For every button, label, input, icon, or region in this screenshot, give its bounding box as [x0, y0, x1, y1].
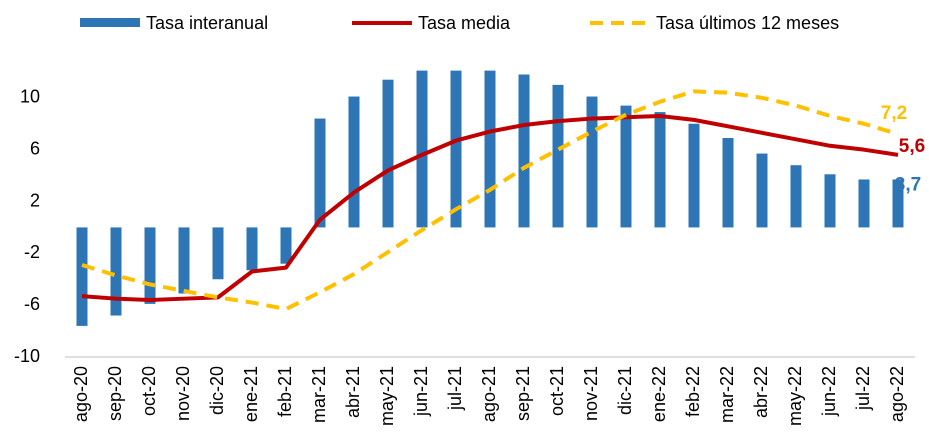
legend-label: Tasa últimos 12 meses — [656, 13, 839, 33]
x-tick-label: mar-21 — [309, 366, 329, 423]
x-tick-label: dic-20 — [207, 366, 227, 415]
bar — [450, 70, 462, 228]
bar — [280, 227, 292, 264]
line — [81, 113, 899, 302]
x-tick-label: oct-20 — [139, 366, 159, 416]
x-tick-label: may-21 — [377, 366, 397, 426]
x-tick-label: feb-21 — [275, 366, 295, 417]
y-tick-label: 10 — [20, 87, 40, 107]
bar — [348, 96, 360, 228]
x-tick-label: abr-22 — [751, 366, 771, 418]
x-tick-label: nov-20 — [173, 366, 193, 421]
x-tick-label: jun-22 — [819, 366, 839, 417]
x-tick-label: abr-21 — [343, 366, 363, 418]
legend-label: Tasa media — [418, 13, 511, 33]
x-tick-label: ago-22 — [887, 366, 907, 422]
x-tick-label: sep-20 — [105, 366, 125, 421]
y-tick-label: -6 — [24, 294, 40, 314]
x-tick-label: mar-22 — [717, 366, 737, 423]
x-tick-label: nov-21 — [581, 366, 601, 421]
bar — [722, 138, 734, 228]
x-tick-label: jul-22 — [853, 366, 873, 411]
bar — [212, 227, 224, 280]
bar — [620, 105, 632, 228]
bar — [110, 227, 122, 316]
x-tick-label: feb-22 — [683, 366, 703, 417]
bar — [518, 74, 530, 228]
bar — [790, 165, 802, 228]
bar — [552, 84, 564, 228]
value-label: 5,6 — [899, 136, 925, 157]
bar — [178, 227, 190, 294]
bar — [756, 153, 768, 228]
x-tick-label: jul-21 — [445, 366, 465, 411]
value-label: 7,2 — [881, 103, 907, 124]
value-label: 3,7 — [895, 174, 921, 195]
bar — [484, 70, 496, 228]
bar — [416, 70, 428, 228]
x-tick-label: dic-21 — [615, 366, 635, 415]
legend-swatch — [80, 18, 140, 27]
x-tick-label: ago-21 — [479, 366, 499, 422]
x-tick-label: ene-22 — [649, 366, 669, 422]
bar — [688, 123, 700, 228]
bar — [892, 179, 904, 228]
bar — [382, 79, 394, 228]
x-tick-label: oct-21 — [547, 366, 567, 416]
y-tick-label: 6 — [30, 138, 40, 158]
bar — [76, 227, 88, 326]
bar — [314, 118, 326, 228]
x-tick-label: may-22 — [785, 366, 805, 426]
x-tick-label: ago-20 — [71, 366, 91, 422]
x-tick-label: jun-21 — [411, 366, 431, 417]
legend-label: Tasa interanual — [146, 13, 268, 33]
x-tick-label: ene-21 — [241, 366, 261, 422]
x-tick-label: sep-21 — [513, 366, 533, 421]
bar — [858, 179, 870, 228]
bar — [144, 227, 156, 304]
dashed-line — [81, 89, 899, 312]
bar — [824, 174, 836, 228]
bar — [246, 227, 258, 271]
y-tick-label: -10 — [14, 346, 40, 366]
bar — [654, 112, 666, 228]
y-tick-label: 2 — [30, 190, 40, 210]
bar — [586, 96, 598, 228]
y-tick-label: -2 — [24, 242, 40, 262]
